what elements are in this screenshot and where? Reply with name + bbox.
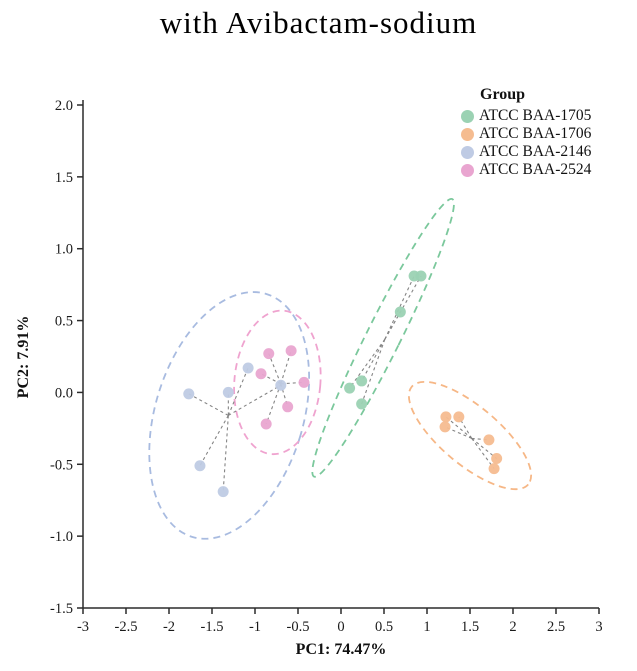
y-axis-title: PC2: 7.91% xyxy=(15,315,32,399)
data-point xyxy=(275,379,287,391)
cluster-ellipse xyxy=(311,197,455,478)
cluster-ellipse xyxy=(407,380,533,491)
legend-swatch-circle xyxy=(461,109,474,123)
y-tick-label: 2.0 xyxy=(55,98,73,114)
data-point xyxy=(263,348,275,360)
x-tick-label: 2.5 xyxy=(547,619,565,635)
data-point xyxy=(217,486,229,498)
x-tick-label: 2 xyxy=(509,619,516,635)
x-tick-label: -1 xyxy=(249,619,261,635)
legend-title: Group xyxy=(480,86,526,103)
spider-line xyxy=(222,415,229,492)
data-point xyxy=(260,418,272,430)
data-point xyxy=(194,460,206,472)
data-point xyxy=(282,401,294,413)
data-point xyxy=(183,388,195,400)
spider-line xyxy=(349,338,386,389)
spider-line xyxy=(265,383,282,425)
y-tick-label: 0.5 xyxy=(55,314,73,330)
legend-item: ATCC BAA-1705 xyxy=(461,107,591,125)
cluster-ellipse xyxy=(148,291,311,540)
data-point xyxy=(488,463,500,475)
y-tick-label: -0.5 xyxy=(50,457,73,473)
spider-line xyxy=(361,338,386,382)
spider-line xyxy=(471,438,495,469)
y-tick-label: 0.0 xyxy=(55,385,73,401)
data-point xyxy=(255,368,267,380)
x-tick-label: -2 xyxy=(163,619,175,635)
data-point xyxy=(439,421,451,433)
legend-label: ATCC BAA-1705 xyxy=(479,107,592,124)
data-point xyxy=(440,411,452,423)
cluster-ellipse xyxy=(233,309,322,456)
x-tick-label: 1 xyxy=(423,619,430,635)
x-tick-label: -1.5 xyxy=(201,619,224,635)
x-tick-label: 0.5 xyxy=(375,619,393,635)
chart-title: with Avibactam-sodium xyxy=(159,5,478,40)
legend-swatch-circle xyxy=(461,163,474,177)
legend-swatch-circle xyxy=(461,145,474,159)
y-tick-label: -1.0 xyxy=(50,529,73,545)
data-point xyxy=(453,411,465,423)
legend: Group ATCC BAA-1705 ATCC BAA-1706 ATCC B… xyxy=(461,86,591,179)
data-point xyxy=(298,376,310,388)
legend-label: ATCC BAA-2524 xyxy=(479,161,592,178)
x-tick-label: 1.5 xyxy=(461,619,479,635)
legend-item: ATCC BAA-1706 xyxy=(461,125,591,143)
legend-swatch-circle xyxy=(461,127,474,141)
x-tick-label: 0 xyxy=(337,619,344,635)
x-tick-label: -2.5 xyxy=(115,619,138,635)
data-point xyxy=(242,362,254,374)
legend-label: ATCC BAA-1706 xyxy=(479,125,592,142)
legend-label: ATCC BAA-2146 xyxy=(479,143,592,160)
x-tick-label: 3 xyxy=(595,619,602,635)
spider-line xyxy=(199,415,229,466)
spider-line xyxy=(228,384,282,416)
data-point xyxy=(344,382,356,394)
data-point xyxy=(394,306,406,318)
legend-item: ATCC BAA-2524 xyxy=(461,161,591,179)
spider-line xyxy=(188,393,229,416)
y-tick-label: 1.5 xyxy=(55,170,73,186)
spider-line xyxy=(227,367,249,416)
y-tick-label: -1.5 xyxy=(50,601,73,617)
data-point xyxy=(285,345,297,357)
data-point xyxy=(222,386,234,398)
legend-item: ATCC BAA-2146 xyxy=(461,143,591,161)
data-point xyxy=(356,398,368,410)
data-point xyxy=(483,434,495,446)
y-tick-label: 1.0 xyxy=(55,242,73,258)
data-point xyxy=(415,270,427,282)
x-axis-title: PC1: 74.47% xyxy=(295,641,387,658)
data-point xyxy=(356,375,368,387)
x-tick-label: -3 xyxy=(77,619,89,635)
x-tick-label: -0.5 xyxy=(287,619,310,635)
data-point xyxy=(491,453,503,465)
